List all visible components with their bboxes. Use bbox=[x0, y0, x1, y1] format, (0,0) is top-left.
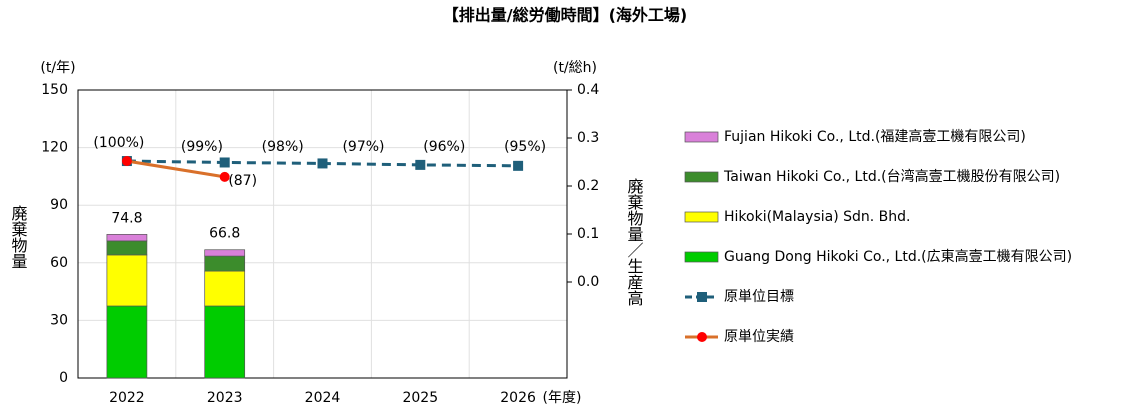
plot-frame bbox=[77, 89, 568, 379]
marker bbox=[219, 157, 230, 168]
bar-segment bbox=[106, 254, 148, 307]
point-label: (96%) bbox=[423, 139, 465, 155]
y-tick-label: 120 bbox=[41, 140, 68, 156]
y2-tick-label: 0.4 bbox=[577, 82, 599, 98]
y-label: 廃棄物量 bbox=[9, 205, 28, 269]
point-label: (97%) bbox=[342, 139, 384, 155]
legend-swatch bbox=[684, 251, 719, 263]
line bbox=[126, 159, 225, 179]
legend-swatch bbox=[684, 171, 719, 183]
point-label: (87) bbox=[228, 173, 257, 189]
marker bbox=[219, 171, 230, 182]
marker bbox=[317, 158, 328, 169]
bar-segment bbox=[106, 234, 148, 242]
legend-swatch bbox=[684, 211, 719, 223]
legend-label: 原単位実績 bbox=[724, 329, 794, 345]
bar-segment bbox=[106, 240, 148, 256]
y2-label: 廃棄物量／生産高 bbox=[625, 178, 644, 306]
x-tick-label: 2025 bbox=[402, 390, 438, 406]
x-tick-label: 2024 bbox=[305, 390, 341, 406]
x-tick-label: 2026 bbox=[500, 390, 536, 406]
point-label: (95%) bbox=[504, 139, 546, 155]
y-tick-label: 150 bbox=[41, 82, 68, 98]
legend-label: Fujian Hikoki Co., Ltd.(福建高壹工機有限公司) bbox=[724, 128, 1026, 145]
x-unit: (年度) bbox=[543, 390, 582, 406]
x-tick-label: 2023 bbox=[207, 390, 243, 406]
y2-tick-label: 0.1 bbox=[577, 226, 599, 242]
y2-tick-label: 0.3 bbox=[577, 130, 599, 146]
y-tick-label: 0 bbox=[59, 370, 68, 386]
marker bbox=[121, 156, 132, 167]
y-tick-label: 30 bbox=[50, 312, 68, 328]
bar-segment bbox=[204, 305, 246, 379]
bar-segment bbox=[204, 255, 246, 272]
marker bbox=[513, 160, 524, 171]
y2-tick-label: 0.2 bbox=[577, 178, 599, 194]
bar-segment bbox=[204, 249, 246, 257]
legend-marker bbox=[697, 292, 707, 302]
legend-label: 原単位目標 bbox=[724, 289, 794, 305]
y2-unit: (t/総h) bbox=[553, 60, 597, 76]
bar-segment bbox=[106, 305, 148, 379]
total-label: 66.8 bbox=[209, 226, 240, 242]
total-label: 74.8 bbox=[111, 210, 142, 226]
legend-label: Hikoki(Malaysia) Sdn. Bhd. bbox=[724, 209, 911, 225]
chart-title: 【排出量/総労働時間】(海外工場) bbox=[443, 6, 687, 25]
legend-marker bbox=[697, 332, 707, 342]
y-tick-label: 90 bbox=[50, 197, 68, 213]
x-tick-label: 2022 bbox=[109, 390, 145, 406]
legend-label: Guang Dong Hikoki Co., Ltd.(広東高壹工機有限公司) bbox=[724, 248, 1072, 265]
marker bbox=[415, 159, 426, 170]
legend-swatch bbox=[684, 131, 719, 143]
point-label: (98%) bbox=[262, 139, 304, 155]
y-tick-label: 60 bbox=[50, 255, 68, 271]
legend-label: Taiwan Hikoki Co., Ltd.(台湾高壹工機股份有限公司) bbox=[723, 168, 1060, 185]
point-label: (99%) bbox=[181, 139, 223, 155]
y2-tick-label: 0.0 bbox=[577, 274, 599, 290]
point-label: (100%) bbox=[93, 135, 144, 151]
bar-segment bbox=[204, 270, 246, 307]
y-unit: (t/年) bbox=[40, 60, 75, 76]
